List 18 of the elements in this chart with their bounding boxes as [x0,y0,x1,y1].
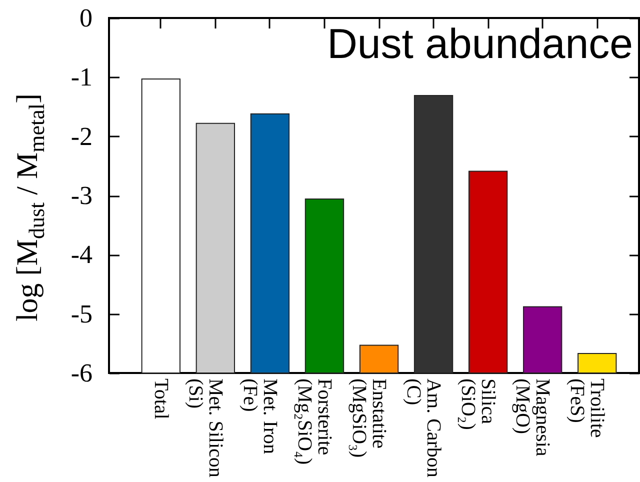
x-tick-label: Am. Carbon (C) [402,378,445,478]
x-tick-label: Silica (SiO₂) [457,378,500,430]
y-tick-label: -2 [70,122,92,151]
x-tick-label: Forsterite (Mg₂SiO₄) [293,378,336,465]
x-tick-label: Troilite (FeS) [566,378,608,438]
x-tick-label: Total [150,378,172,420]
x-tick-label: Met. Iron (Fe) [238,378,281,454]
y-tick-label: 0 [80,4,92,32]
x-tick-label: Enstatite (MgSiO₃) [348,378,390,458]
y-tick-label: -4 [70,240,92,270]
y-tick-label: -6 [70,358,92,388]
y-tick-label: -1 [70,62,92,92]
x-tick-label: Met. Silicon (Si) [184,378,226,478]
y-tick-label: -5 [70,299,92,328]
y-tick-label: -3 [70,181,92,210]
y-axis-title: log [Mdust / Mmetal] [11,93,49,322]
x-tick-label: Magnesia (MgO) [512,378,554,456]
chart-title: Dust abundance [327,20,633,67]
